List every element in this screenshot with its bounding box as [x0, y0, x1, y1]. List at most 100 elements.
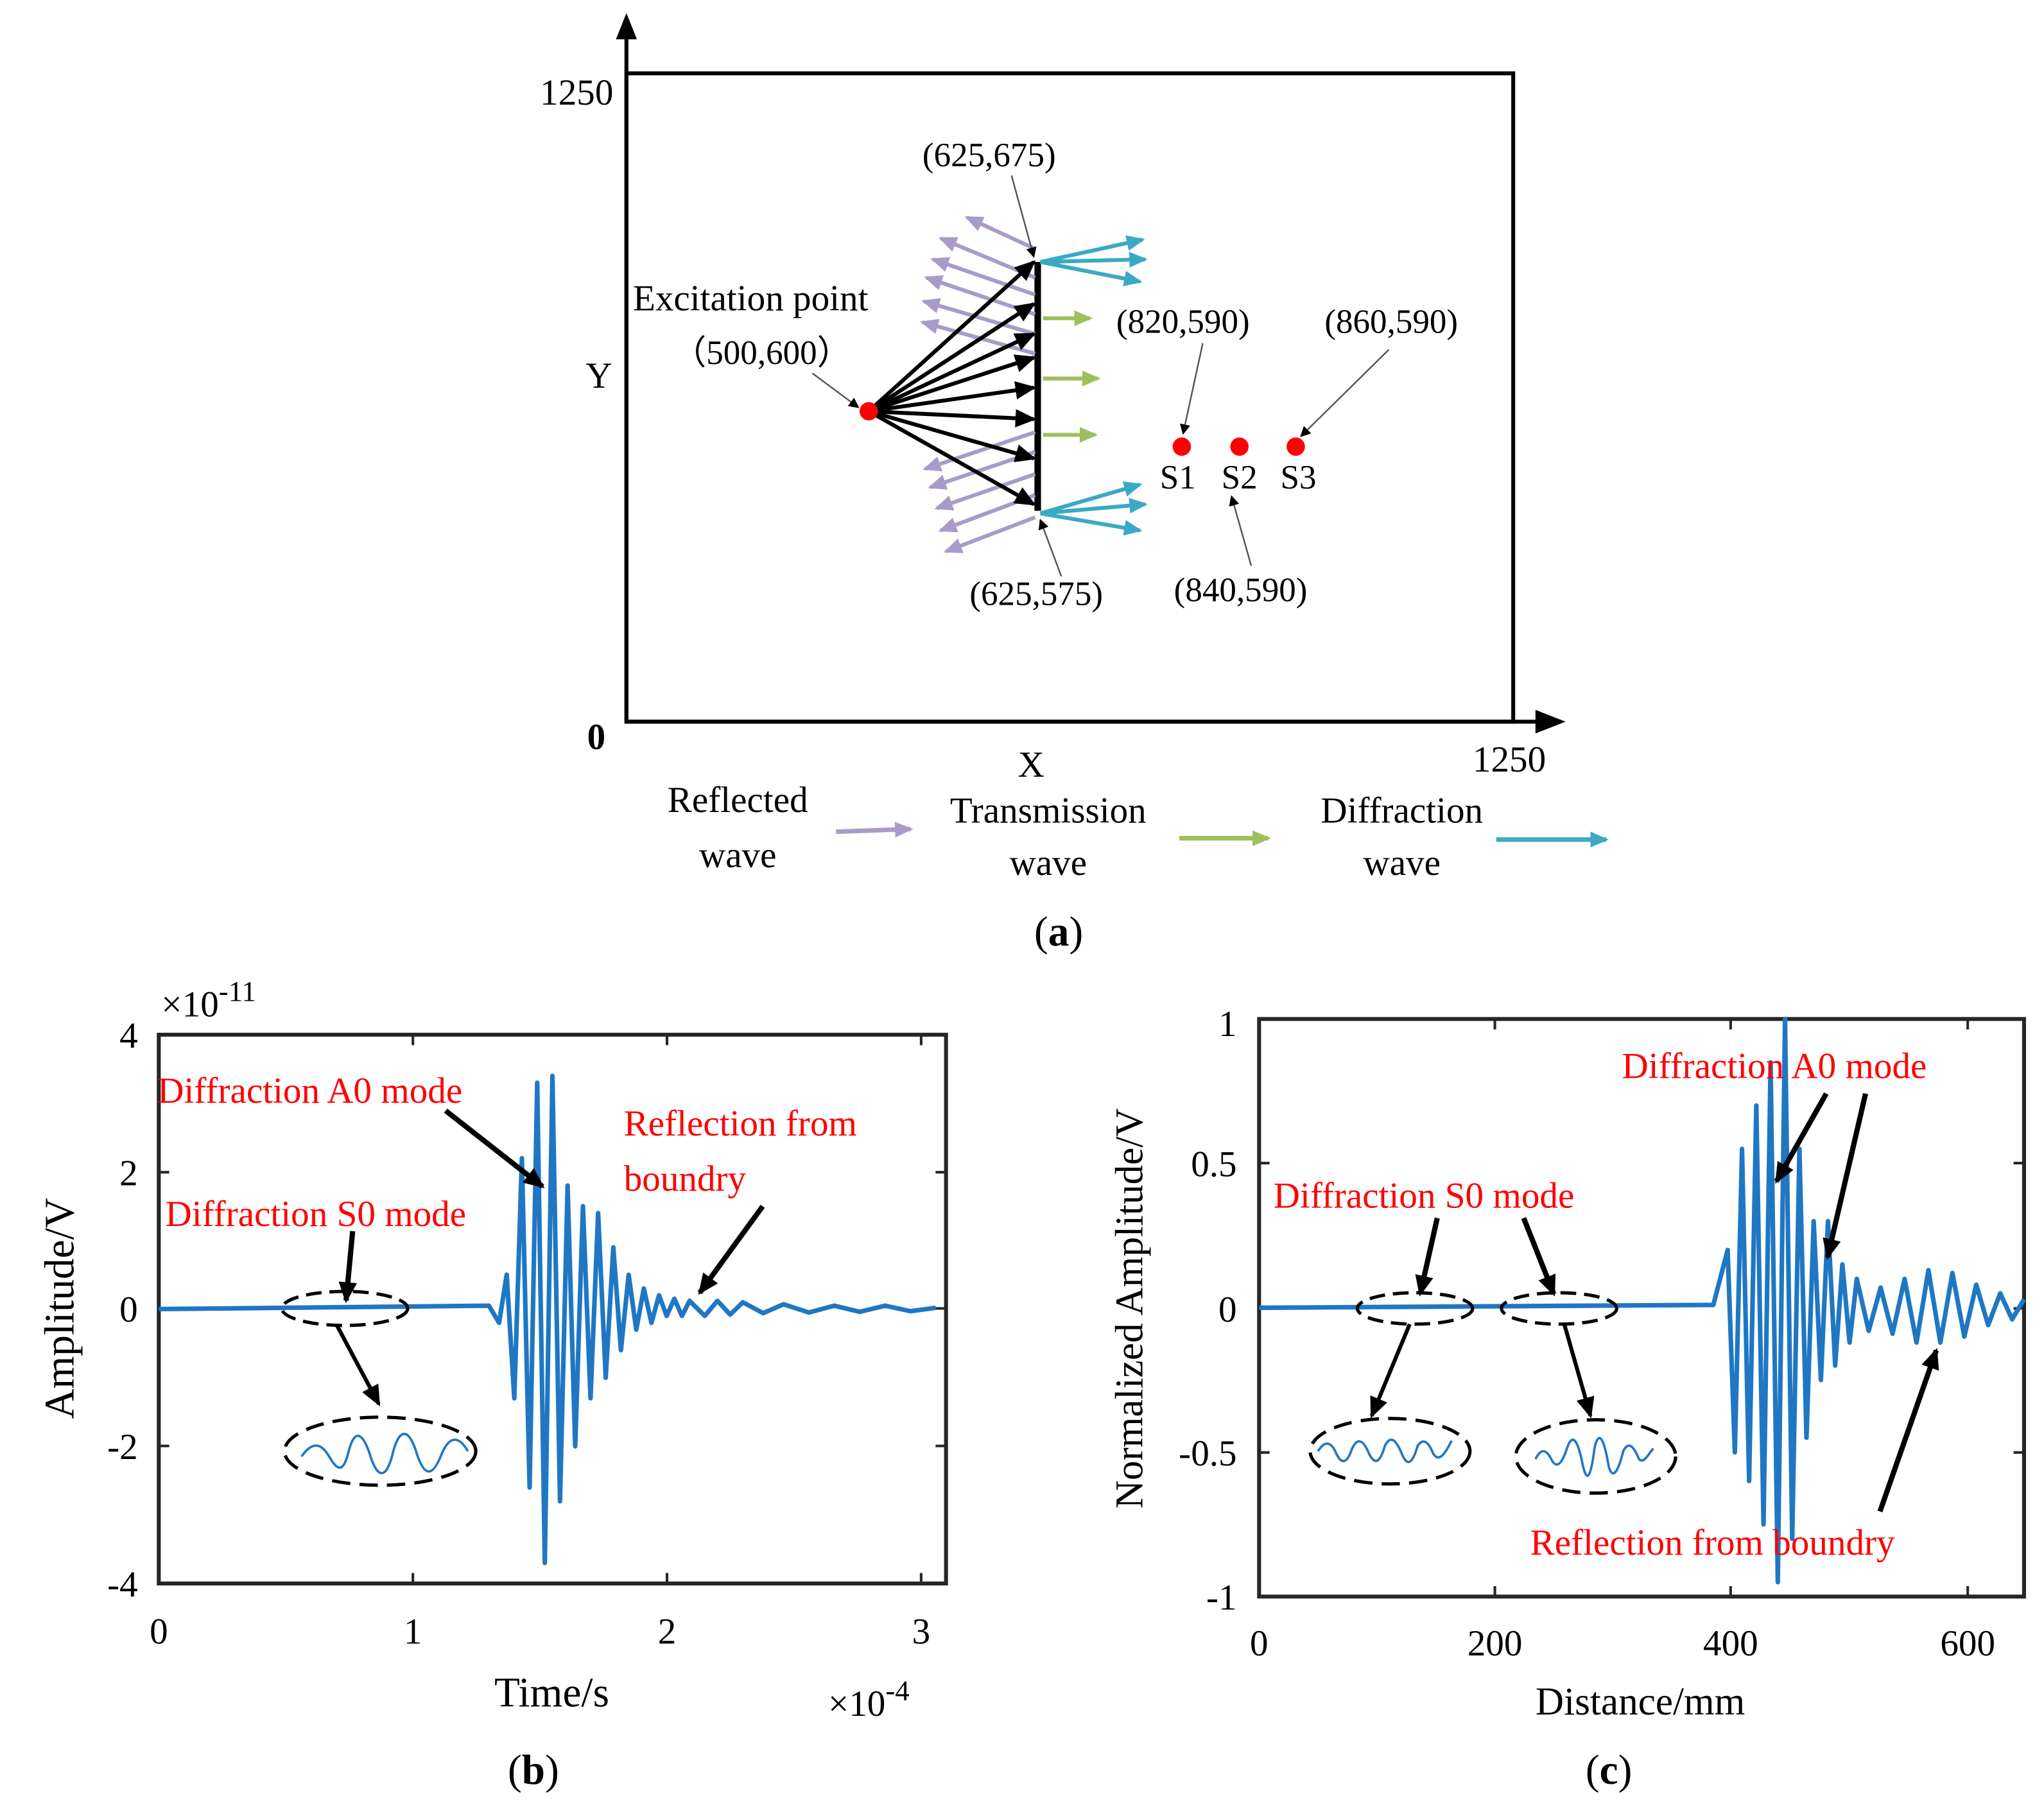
sensor-s1-point	[1172, 437, 1191, 456]
legend-reflected-arrow	[836, 822, 914, 838]
c-ytick-3: -0.5	[1179, 1433, 1236, 1474]
caption-c-letter: c	[1600, 1747, 1618, 1793]
c-zoom-source-ellipse-1	[1355, 1291, 1475, 1326]
sensor-s2-label: S2	[1222, 459, 1258, 496]
b-annot-reflection-line2: boundry	[624, 1159, 747, 1199]
sensor-s1-coord: (820,590)	[1116, 303, 1250, 340]
legend-diffraction-line1: Diffraction	[1321, 790, 1483, 831]
panel-b-time-signal-chart: 4 2 0 -2 -4 0 1 2 3 ×10-11 ×10-4 Amplitu…	[37, 975, 948, 1793]
c-zoom-arrow-1	[1369, 1323, 1412, 1419]
b-ytick-4: -4	[107, 1564, 138, 1605]
sensor-s2-point	[1230, 437, 1249, 456]
c-xtick-1: 200	[1468, 1623, 1523, 1664]
c-zoom-arrow-2	[1562, 1324, 1595, 1419]
b-zoom-inset-wave	[300, 1432, 469, 1474]
incident-wave-arrows	[867, 260, 1037, 506]
transmission-wave-arrows	[1043, 310, 1101, 443]
b-ytick-3: -2	[107, 1427, 138, 1467]
b-ytick-1: 2	[119, 1153, 138, 1194]
excitation-point	[859, 402, 878, 420]
c-xtick-2: 400	[1703, 1623, 1758, 1664]
panel-a-geometry-diagram: 1250 0 1250 X Y	[540, 13, 1609, 955]
c-ytick-4: -1	[1206, 1578, 1237, 1618]
diffraction-wave-arrows	[1039, 235, 1148, 536]
sensor-s2-coord: (840,590)	[1174, 572, 1308, 609]
c-annot-a0: Diffraction A0 mode	[1622, 1046, 1927, 1086]
b-zoom-arrow	[335, 1324, 381, 1406]
panel-c-distance-signal-chart: 1 0.5 0 -0.5 -1 0 200 400 600 Normalized…	[1108, 1004, 2027, 1793]
caption-a-letter: a	[1048, 909, 1070, 955]
b-ytick-2: 0	[119, 1290, 138, 1330]
legend-transmission-line1: Transmission	[950, 790, 1147, 831]
c-xtick-3: 600	[1940, 1623, 1995, 1664]
c-xtick-0: 0	[1250, 1623, 1269, 1664]
caption-c: (c)	[1586, 1747, 1632, 1793]
legend-reflected-line2: wave	[699, 835, 777, 876]
c-x-axis-label: Distance/mm	[1536, 1680, 1745, 1723]
b-x-exponent-base: ×10	[828, 1684, 885, 1724]
sensor-s3-point	[1286, 437, 1305, 456]
y-axis-arrowhead	[616, 13, 637, 40]
b-annot-reflection-line1: Reflection from	[624, 1103, 857, 1144]
sensor-s1-label: S1	[1160, 459, 1196, 496]
legend-diffraction-line2: wave	[1363, 843, 1441, 883]
plate-boundary	[624, 71, 1516, 724]
c-zoom-inset-ellipse-2	[1514, 1418, 1677, 1495]
b-zoom-inset-ellipse	[282, 1415, 478, 1487]
b-annot-a0: Diffraction A0 mode	[157, 1071, 462, 1111]
c-y-axis-label: Normalized Amplitude/V	[1108, 1108, 1152, 1508]
b-y-exponent: ×10-11	[161, 975, 256, 1024]
y-max-label: 1250	[540, 73, 613, 113]
c-ytick-0: 1	[1218, 1004, 1237, 1044]
x-axis-arrowhead	[1535, 709, 1566, 734]
y-axis-label: Y	[585, 356, 612, 396]
b-annot-s0: Diffraction S0 mode	[166, 1194, 467, 1234]
b-x-exponent-power: -4	[885, 1674, 909, 1706]
x-max-label: 1250	[1473, 739, 1546, 780]
c-annot-reflection: Reflection from boundry	[1530, 1523, 1895, 1563]
c-arrow-s0-1	[1415, 1217, 1440, 1297]
excitation-label: Excitation point	[633, 279, 869, 319]
b-xtick-3: 3	[912, 1612, 931, 1652]
c-zoom-inset-ellipse-1	[1308, 1417, 1472, 1486]
c-zoom-inset-wave-1	[1317, 1438, 1453, 1464]
origin-label: 0	[587, 717, 606, 757]
b-ytick-0: 4	[119, 1015, 138, 1056]
c-arrow-a0-1	[1774, 1092, 1829, 1184]
caption-b: (b)	[508, 1747, 559, 1793]
b-y-axis-label: Amplitude/V	[37, 1198, 83, 1419]
legend-transmission-line2: wave	[1010, 843, 1087, 883]
sensor-s3-label: S3	[1281, 459, 1317, 496]
wave-legend: Reflected wave Transmission wave Diffrac…	[668, 780, 1609, 883]
c-annot-s0: Diffraction S0 mode	[1274, 1175, 1575, 1216]
x-axis-label: X	[1018, 745, 1044, 785]
c-arrow-a0-2	[1823, 1093, 1869, 1260]
reflected-wave-arrows	[919, 215, 1036, 553]
caption-a: (a)	[1034, 909, 1083, 955]
b-y-exponent-power: -11	[219, 975, 256, 1007]
c-ytick-2: 0	[1218, 1290, 1237, 1330]
legend-reflected-line1: Reflected	[668, 780, 808, 820]
b-xtick-2: 2	[658, 1612, 677, 1652]
b-xtick-0: 0	[150, 1612, 168, 1652]
crack-bottom-coord: (625,575)	[969, 576, 1103, 613]
crack-top-coord: (625,675)	[922, 137, 1056, 174]
b-arrow-a0	[444, 1109, 545, 1189]
b-y-exponent-base: ×10	[161, 984, 218, 1024]
b-xtick-1: 1	[404, 1612, 422, 1652]
c-zoom-inset-wave-2	[1534, 1437, 1654, 1477]
caption-b-letter: b	[522, 1747, 545, 1793]
b-arrow-reflection	[697, 1204, 765, 1295]
c-zoom-source-ellipse-2	[1500, 1291, 1618, 1326]
b-x-axis-label: Time/s	[494, 1670, 609, 1716]
excitation-coord: （500,600）	[672, 334, 851, 372]
c-ytick-1: 0.5	[1191, 1144, 1236, 1184]
c-signal-line	[1259, 1016, 2027, 1585]
b-arrow-s0	[338, 1231, 358, 1304]
c-arrow-reflection	[1877, 1347, 1939, 1513]
b-x-exponent: ×10-4	[828, 1674, 910, 1723]
sensor-s3-coord: (860,590)	[1324, 303, 1458, 340]
b-signal-line	[159, 1073, 937, 1566]
leader-lines	[811, 175, 1390, 577]
